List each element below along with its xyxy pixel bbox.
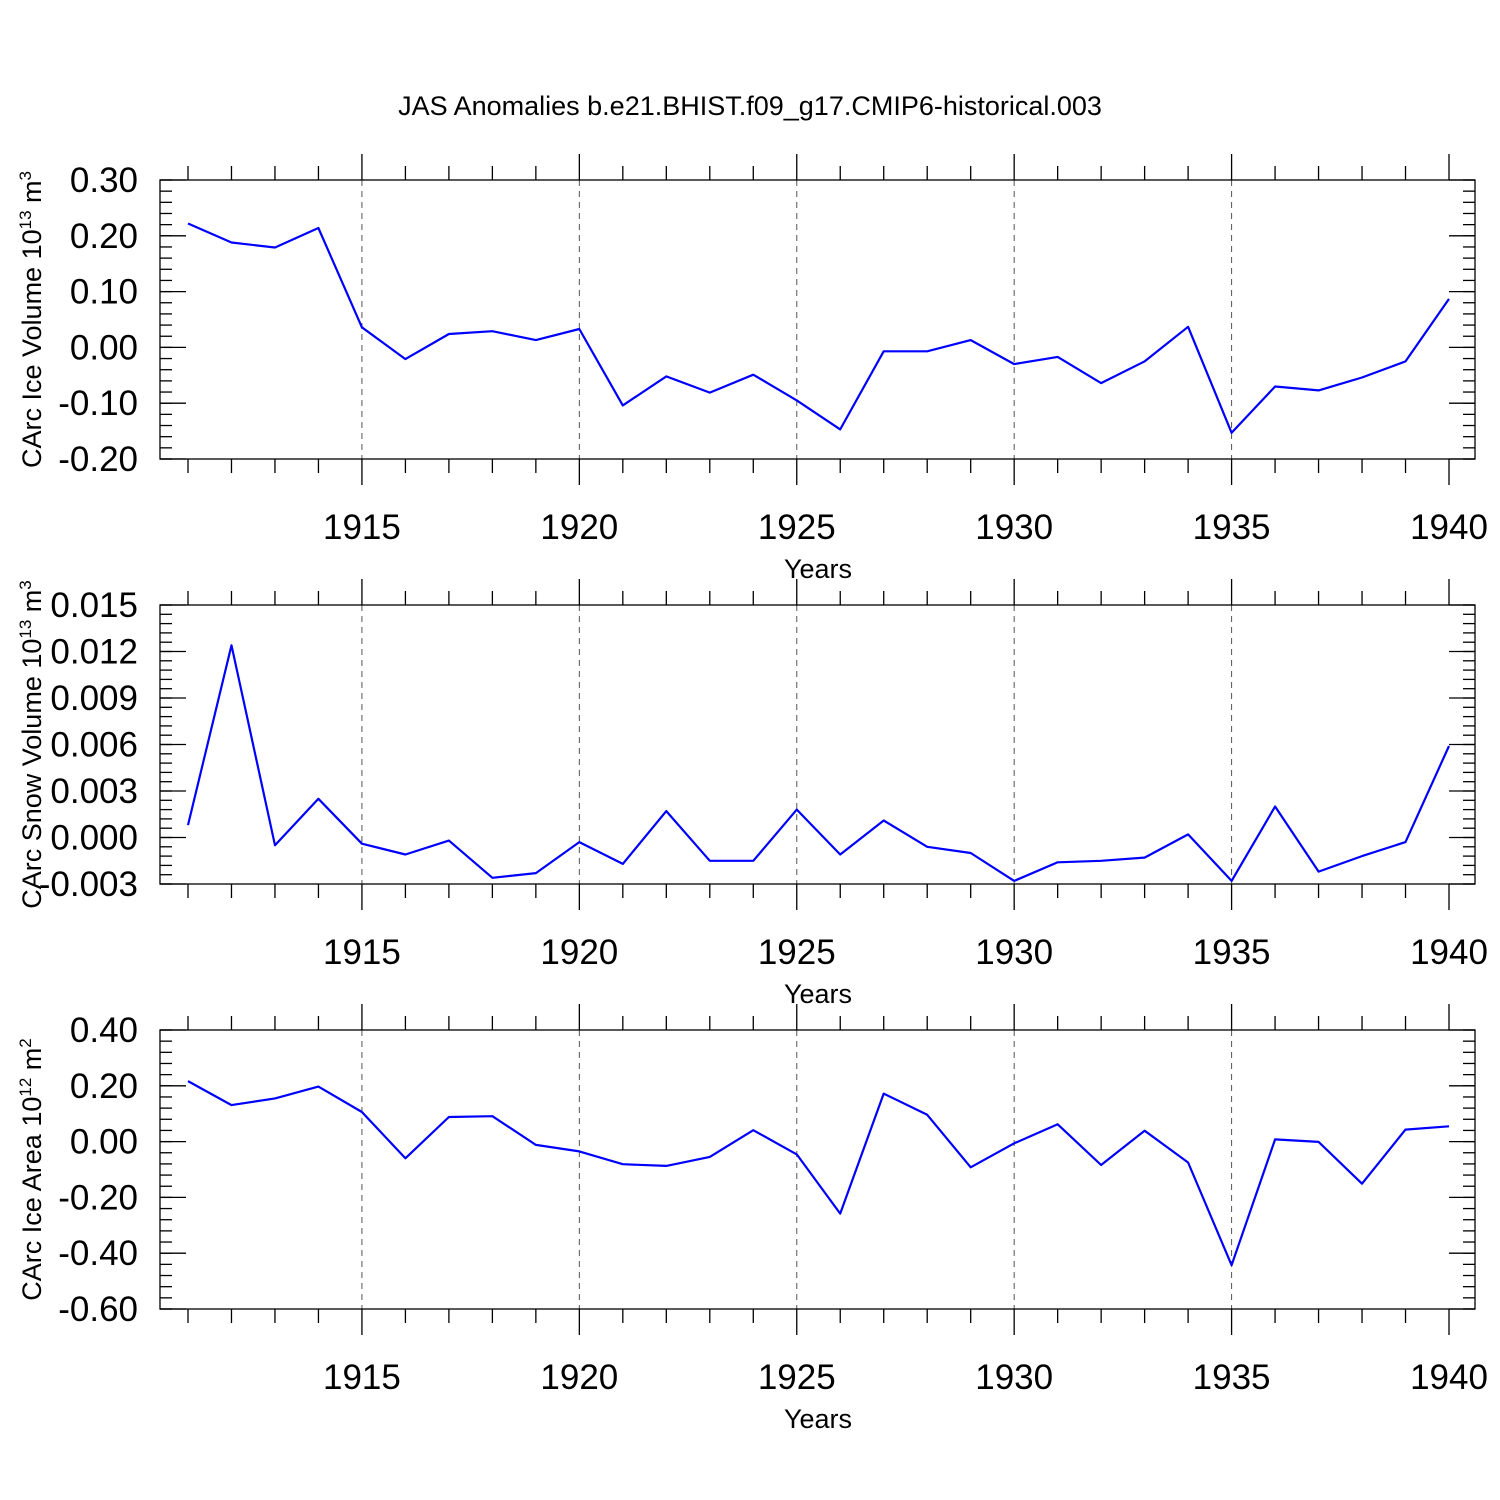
y-axis-label-unit-sup: 3 xyxy=(16,580,35,589)
y-tick-label: 0.10 xyxy=(70,273,138,312)
y-axis-label-unit: m xyxy=(17,180,47,210)
x-tick-label: 1920 xyxy=(540,1358,618,1397)
x-tick-label: 1915 xyxy=(323,508,401,547)
y-axis-label-sup: 13 xyxy=(16,620,35,639)
panels: -0.20 -0.10 0.00 0.10 0.20 0.30 1915 1920 1925 19… xyxy=(16,154,1488,1434)
y-tick-label: -0.20 xyxy=(58,1178,138,1217)
x-tick-label: 1915 xyxy=(323,1358,401,1397)
x-tick-label: 1930 xyxy=(975,1358,1053,1397)
x-tick-label: 1915 xyxy=(323,933,401,972)
x-axis-label: Years xyxy=(784,979,852,1009)
y-axis-label: CArc Ice Area 1012 m2 xyxy=(16,1038,47,1301)
series-line xyxy=(187,1080,1450,1267)
x-tick-label: 1925 xyxy=(758,1358,836,1397)
x-tick-label: 1935 xyxy=(1193,1358,1271,1397)
x-tick-label: 1930 xyxy=(975,508,1053,547)
x-axis-label: Years xyxy=(784,554,852,584)
y-tick-label: 0.012 xyxy=(50,633,138,672)
y-tick-label: 0.20 xyxy=(70,1067,138,1106)
series-line xyxy=(186,644,1451,883)
x-tick-label: 1920 xyxy=(540,933,618,972)
y-tick-label: 0.000 xyxy=(50,819,138,858)
y-axis-label-unit: m xyxy=(17,1048,47,1078)
y-axis-label: CArc Ice Volume 1013 m3 xyxy=(16,171,47,468)
series-line xyxy=(187,222,1450,434)
x-tick-label: 1940 xyxy=(1410,1358,1488,1397)
plot-frame xyxy=(159,604,1476,885)
x-tick-label: 1940 xyxy=(1410,508,1488,547)
y-axis-label-unit: m xyxy=(17,590,47,620)
y-tick-label: 0.00 xyxy=(70,1123,138,1162)
y-tick-label: -0.20 xyxy=(58,440,138,479)
y-axis-label-unit-sup: 2 xyxy=(16,1038,35,1047)
y-tick-label: -0.10 xyxy=(58,384,138,423)
panel-1: -0.20 -0.10 0.00 0.10 0.20 0.30 1915 1920 1925 19… xyxy=(16,154,1488,584)
y-axis-label-text: CArc Ice Area 10 xyxy=(17,1097,47,1301)
y-axis-label-sup: 13 xyxy=(16,210,35,229)
y-tick-label: 0.009 xyxy=(50,679,138,718)
y-axis-label-sup: 12 xyxy=(16,1078,35,1097)
x-tick-label: 1925 xyxy=(758,508,836,547)
y-tick-label: 0.003 xyxy=(50,772,138,811)
y-tick-label: -0.003 xyxy=(39,865,138,904)
figure-title: JAS Anomalies b.e21.BHIST.f09_g17.CMIP6-… xyxy=(398,91,1102,121)
x-tick-label: 1920 xyxy=(540,508,618,547)
y-tick-label: 0.40 xyxy=(70,1011,138,1050)
panel-2: -0.003 0.000 0.003 0.006 0.009 0.012 0.015 1915… xyxy=(16,579,1488,1009)
y-axis-label-unit-sup: 3 xyxy=(16,171,35,180)
y-tick-label: -0.60 xyxy=(58,1290,138,1329)
y-tick-label: 0.00 xyxy=(70,328,138,367)
x-tick-label: 1925 xyxy=(758,933,836,972)
plot-frame xyxy=(159,179,1476,460)
y-tick-label: 0.015 xyxy=(50,586,138,625)
x-tick-label: 1940 xyxy=(1410,933,1488,972)
y-tick-label: 0.20 xyxy=(70,217,138,256)
x-tick-label: 1930 xyxy=(975,933,1053,972)
x-tick-label: 1935 xyxy=(1193,508,1271,547)
y-tick-label: 0.30 xyxy=(70,161,138,200)
y-tick-label: -0.40 xyxy=(58,1234,138,1273)
panel-3: -0.60 -0.40 -0.20 0.00 0.20 0.40 1915 1920 1925 1… xyxy=(16,1004,1488,1434)
y-axis-label: CArc Snow Volume 1013 m3 xyxy=(16,580,47,909)
plot-frame xyxy=(159,1029,1476,1310)
y-tick-label: 0.006 xyxy=(50,726,138,765)
x-axis-label: Years xyxy=(784,1404,852,1434)
y-axis-label-text: CArc Ice Volume 10 xyxy=(17,229,47,468)
x-tick-label: 1935 xyxy=(1193,933,1271,972)
y-axis-label-text: CArc Snow Volume 10 xyxy=(17,639,47,909)
